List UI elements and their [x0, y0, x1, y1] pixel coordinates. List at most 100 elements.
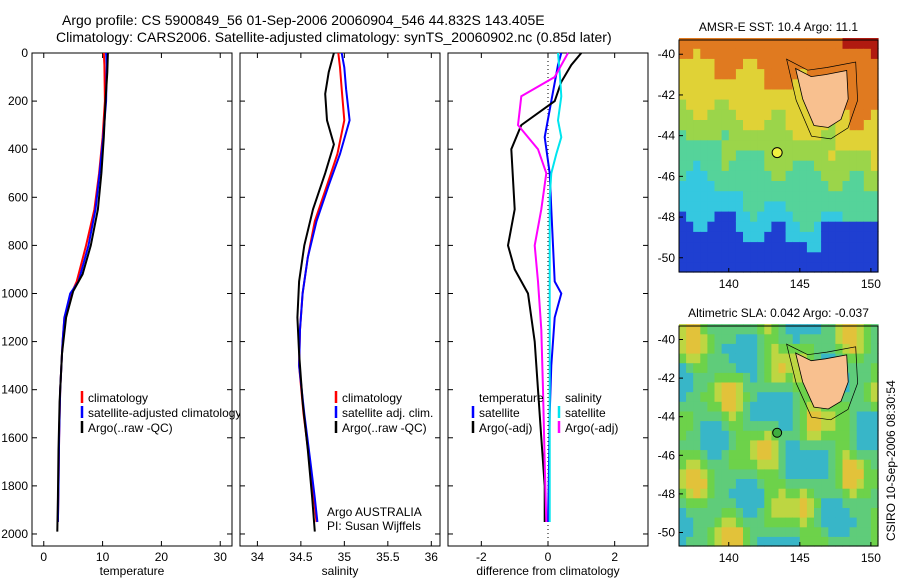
sst-map-cell	[771, 241, 780, 253]
sst-map-cell	[757, 99, 765, 110]
sla-map-cell	[799, 401, 808, 412]
sla-map-cell	[806, 353, 815, 364]
header-line-1: Argo profile: CS 5900849_56 01-Sep-2006 …	[62, 12, 545, 28]
sla-map-cell	[814, 517, 822, 528]
sst-map-cell	[792, 139, 801, 151]
sla-map-cell	[735, 478, 744, 489]
sst-map-cell	[842, 149, 851, 161]
sst-map-cell	[714, 210, 723, 222]
sla-map-cell	[686, 430, 694, 441]
sst-map-cell	[757, 139, 765, 151]
sst-map-cell	[806, 241, 815, 253]
sla-map-cell	[750, 439, 758, 451]
sla-map-cell	[728, 517, 737, 528]
sla-map-cell	[835, 507, 844, 518]
sst-map-cell	[771, 221, 780, 232]
sst-map-cell	[778, 139, 787, 151]
sst-map-cell	[792, 149, 801, 161]
sla-map-cell	[714, 459, 723, 470]
sla-map-cell	[863, 536, 872, 547]
sla-map-cell	[679, 439, 687, 451]
sst-map-argo-marker	[771, 147, 783, 159]
sst-map-cell	[778, 261, 787, 273]
sla-map-cell	[842, 391, 851, 402]
sla-map-cell	[743, 382, 751, 393]
sst-map-cell	[821, 200, 829, 212]
sla-map-cell	[785, 401, 794, 412]
sst-map-cell	[750, 241, 758, 253]
sst-map-cell	[750, 129, 758, 141]
sst-map-cell	[693, 200, 701, 212]
sst-map-cell	[757, 48, 765, 59]
sla-map-cell	[856, 362, 865, 373]
sla-map-cell	[750, 401, 758, 412]
sst-map-cell	[785, 231, 794, 243]
sst-map-cell	[735, 119, 744, 131]
sla-map-cell	[679, 343, 687, 354]
temperature-ytick-label: 1400	[1, 383, 28, 397]
sst-map-cell	[764, 261, 772, 273]
sst-map-cell	[856, 109, 865, 120]
sst-map-cell	[799, 139, 808, 151]
sla-map-cell	[835, 343, 844, 354]
sla-map-cell	[785, 382, 794, 393]
sst-map-cell	[799, 48, 808, 59]
sst-map-cell	[771, 58, 780, 70]
sst-map-cell	[856, 231, 865, 243]
difference-xtick-label: -2	[476, 550, 487, 564]
sst-map-cell	[842, 241, 851, 253]
difference-xtick-label: 2	[611, 550, 618, 564]
sst-map-cell	[835, 129, 844, 141]
sla-map-cell	[757, 362, 765, 373]
sst-map-cell	[721, 180, 730, 192]
sst-map-cell	[700, 200, 708, 212]
sla-map-cell	[700, 468, 708, 479]
sst-map-cell	[806, 58, 815, 70]
sst-map-cell	[735, 221, 744, 232]
temperature-ytick-label: 200	[8, 94, 28, 108]
sst-map-cell	[735, 48, 744, 59]
sla-map-cell	[721, 333, 730, 344]
sst-map-cell	[842, 129, 851, 141]
sst-map-cell	[799, 231, 808, 243]
sla-map-cell	[757, 478, 765, 489]
sst-map-cell	[821, 139, 829, 151]
sst-map-cell	[686, 58, 694, 70]
sst-map-cell	[700, 180, 708, 192]
sla-map-cell	[863, 449, 872, 460]
temperature-series-argo-raw-qc-	[56, 52, 109, 532]
sla-map-cell	[686, 478, 694, 489]
sla-map-cell	[870, 430, 879, 441]
temperature-ytick-label: 1800	[1, 479, 28, 493]
sst-map-title: AMSR-E SST: 10.4 Argo: 11.1	[699, 20, 859, 34]
sst-map-cell	[792, 210, 801, 222]
sla-map-cell	[743, 420, 751, 431]
sla-map-cell	[771, 343, 780, 354]
sst-map-cell	[835, 221, 844, 232]
sst-map-cell	[870, 129, 879, 141]
sla-map-cell	[814, 410, 822, 422]
difference-series-temperature-argo-adj-	[506, 52, 583, 522]
sst-map-cell	[686, 129, 694, 141]
sla-map-cell	[835, 430, 844, 441]
sla-map-cell	[764, 324, 772, 335]
sst-map-cell	[771, 190, 780, 202]
sla-map-cell	[806, 449, 815, 460]
sst-map-cell	[771, 200, 780, 212]
sst-map-cell	[799, 210, 808, 222]
salinity-xtick-label: 34	[251, 550, 265, 564]
sla-map-cell	[835, 401, 844, 412]
sst-map-cell	[792, 88, 801, 100]
sla-map-cell	[870, 459, 879, 470]
sst-map-cell	[771, 109, 780, 120]
sla-map-cell	[778, 362, 787, 373]
sst-map-cell	[728, 48, 737, 59]
sst-map-tasmania	[795, 67, 849, 128]
sst-map-cell	[785, 200, 794, 212]
sla-map-cell	[806, 401, 815, 412]
sla-map-cell	[686, 343, 694, 354]
sla-map-cell	[856, 391, 865, 402]
sst-map-cell	[750, 88, 758, 100]
sst-map-cell	[806, 210, 815, 222]
sla-map-cell	[849, 526, 858, 537]
